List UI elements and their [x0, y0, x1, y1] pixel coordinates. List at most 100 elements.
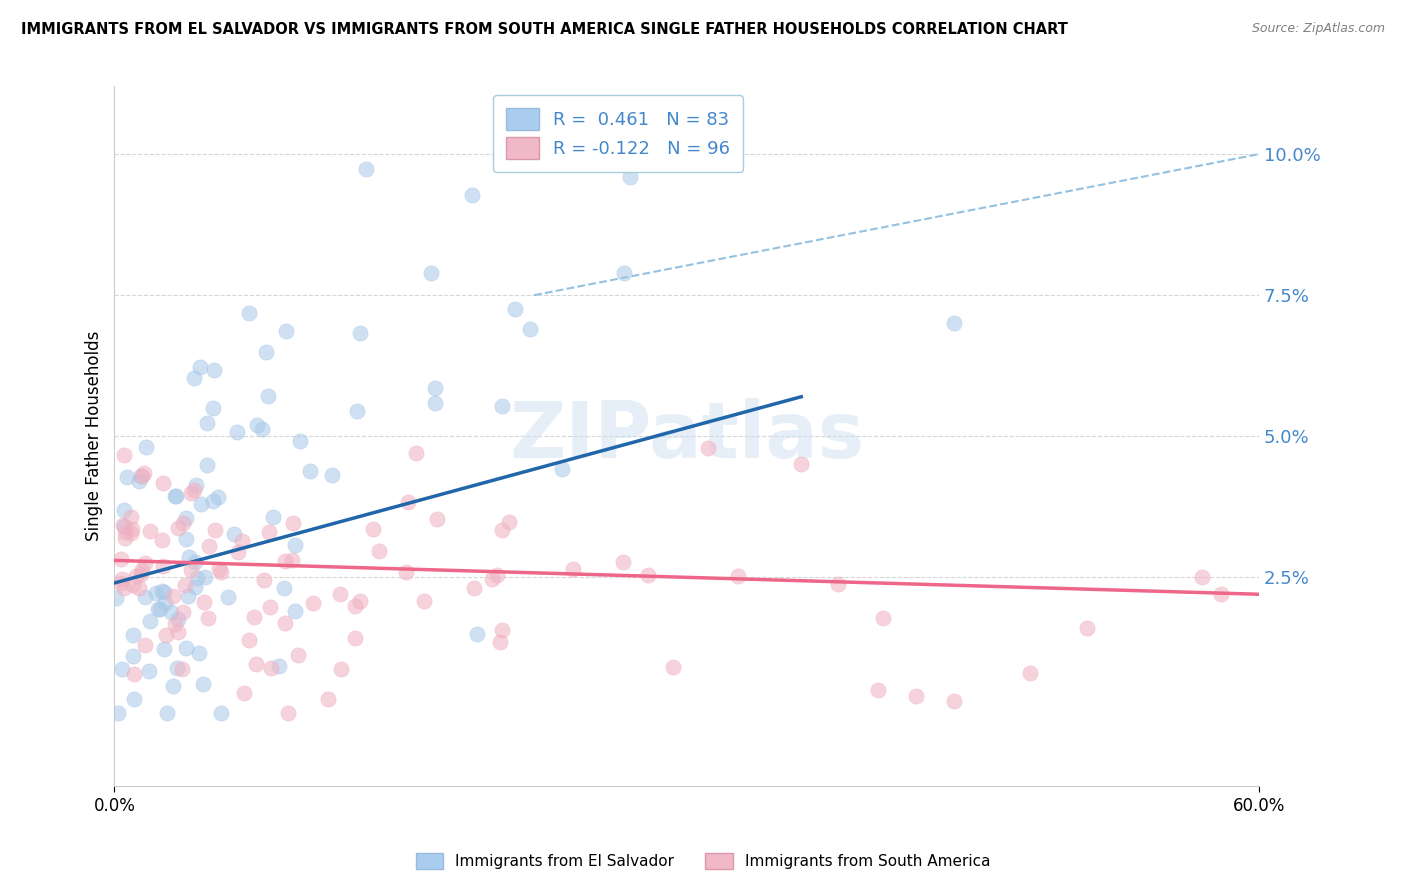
Point: [231, 533, 253, 548]
Point: [329, 586, 352, 600]
Point: [257, 525, 280, 540]
Point: [134, 638, 156, 652]
Point: [153, 597, 176, 611]
Point: [461, 187, 484, 202]
Point: [827, 577, 849, 591]
Text: IMMIGRANTS FROM EL SALVADOR VS IMMIGRANTS FROM SOUTH AMERICA SINGLE FATHER HOUSE: IMMIGRANTS FROM EL SALVADOR VS IMMIGRANT…: [21, 22, 1069, 37]
Point: [131, 468, 153, 483]
Point: [186, 477, 208, 491]
Point: [426, 511, 449, 525]
Point: [284, 538, 307, 552]
Point: [1191, 570, 1213, 584]
Point: [1019, 666, 1042, 681]
Point: [254, 344, 277, 359]
Point: [1076, 621, 1098, 635]
Point: [207, 490, 229, 504]
Point: [152, 641, 174, 656]
Point: [396, 495, 419, 509]
Point: [172, 662, 194, 676]
Point: [129, 468, 152, 483]
Point: [166, 661, 188, 675]
Point: [612, 555, 634, 569]
Point: [122, 667, 145, 681]
Point: [486, 567, 509, 582]
Point: [131, 567, 153, 582]
Point: [121, 522, 143, 536]
Point: [238, 632, 260, 647]
Point: [198, 540, 221, 554]
Point: [491, 400, 513, 414]
Point: [183, 483, 205, 497]
Point: [250, 422, 273, 436]
Point: [180, 563, 202, 577]
Point: [149, 602, 172, 616]
Point: [551, 462, 574, 476]
Point: [346, 404, 368, 418]
Point: [177, 590, 200, 604]
Point: [186, 571, 208, 585]
Point: [465, 627, 488, 641]
Point: [316, 692, 339, 706]
Point: [146, 601, 169, 615]
Point: [226, 544, 249, 558]
Point: [413, 594, 436, 608]
Point: [790, 458, 813, 472]
Point: [139, 614, 162, 628]
Point: [112, 581, 135, 595]
Point: [274, 616, 297, 631]
Point: [162, 589, 184, 603]
Point: [114, 524, 136, 539]
Point: [202, 494, 225, 508]
Text: ZIPatlas: ZIPatlas: [509, 398, 865, 475]
Point: [180, 486, 202, 500]
Point: [177, 549, 200, 564]
Point: [135, 441, 157, 455]
Point: [233, 686, 256, 700]
Y-axis label: Single Father Households: Single Father Households: [86, 331, 103, 541]
Point: [165, 489, 187, 503]
Point: [356, 162, 378, 177]
Point: [122, 628, 145, 642]
Point: [159, 605, 181, 619]
Point: [562, 562, 585, 576]
Point: [111, 518, 134, 533]
Point: [226, 425, 249, 439]
Point: [942, 694, 965, 708]
Point: [503, 302, 526, 317]
Text: Source: ZipAtlas.com: Source: ZipAtlas.com: [1251, 22, 1385, 36]
Point: [193, 677, 215, 691]
Point: [280, 553, 302, 567]
Point: [419, 266, 441, 280]
Point: [287, 648, 309, 662]
Point: [195, 458, 218, 472]
Point: [256, 389, 278, 403]
Point: [167, 521, 190, 535]
Point: [217, 590, 239, 604]
Point: [405, 446, 427, 460]
Point: [349, 326, 371, 340]
Point: [165, 617, 187, 632]
Point: [183, 371, 205, 385]
Point: [152, 559, 174, 574]
Point: [288, 434, 311, 449]
Point: [122, 649, 145, 664]
Point: [195, 416, 218, 430]
Point: [187, 646, 209, 660]
Point: [138, 665, 160, 679]
Point: [423, 395, 446, 409]
Point: [107, 706, 129, 720]
Point: [120, 525, 142, 540]
Point: [367, 543, 389, 558]
Point: [273, 554, 295, 568]
Point: [150, 583, 173, 598]
Point: [209, 706, 232, 720]
Point: [727, 569, 749, 583]
Point: [190, 497, 212, 511]
Point: [361, 522, 384, 536]
Point: [128, 475, 150, 489]
Point: [174, 578, 197, 592]
Point: [112, 503, 135, 517]
Point: [281, 516, 304, 531]
Point: [174, 533, 197, 547]
Point: [491, 523, 513, 537]
